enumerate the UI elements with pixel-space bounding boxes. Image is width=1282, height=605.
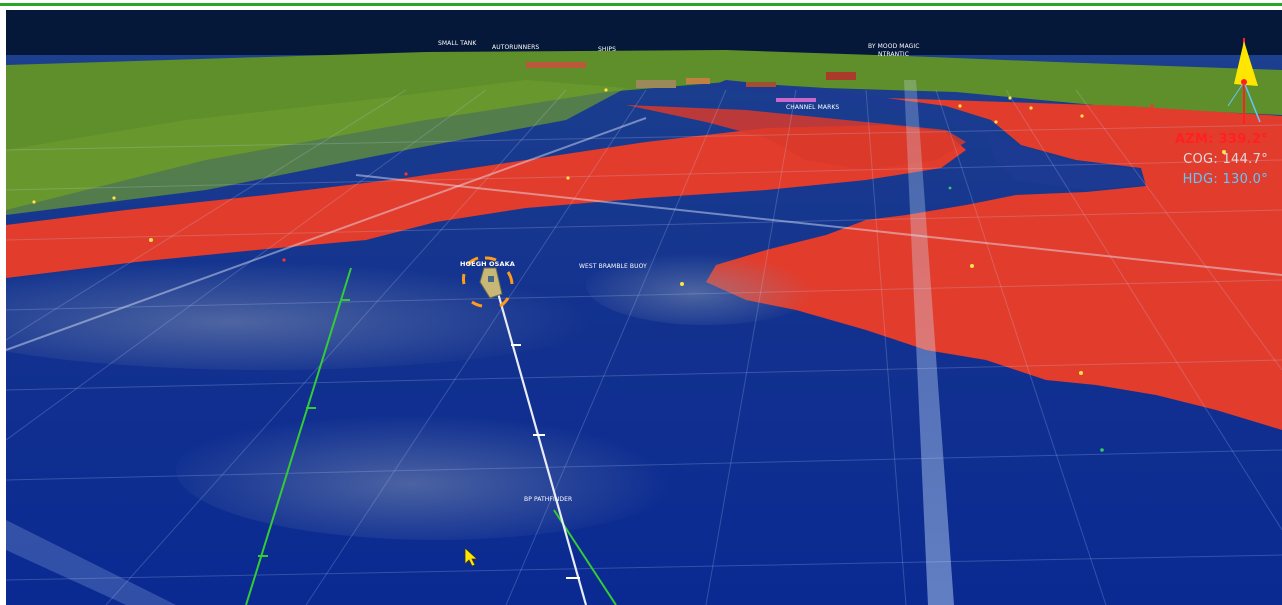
- beam-corner: [6, 520, 176, 605]
- fog-3: [586, 245, 826, 325]
- far-label-d: BY MOOD MAGIC: [868, 43, 920, 50]
- vessel-name-label: HOEGH OSAKA: [460, 260, 515, 268]
- grid-major: [6, 117, 1282, 351]
- far-label-c: SHIPS: [598, 46, 617, 53]
- compass-icon[interactable]: [1224, 36, 1264, 126]
- land-shade: [6, 80, 626, 215]
- fog-1: [176, 400, 696, 540]
- shallow-strip: [626, 105, 966, 170]
- buoy-label-west-bramble: WEST BRAMBLE BUOY: [579, 263, 647, 270]
- top-border: [0, 0, 1282, 8]
- azimuth-readout: AZM: 339.2°: [1174, 132, 1268, 147]
- river-channel: [706, 80, 1146, 190]
- chart-3d-view[interactable]: HOEGH OSAKA WEST BRAMBLE BUOY BP PATHFIN…: [6, 10, 1282, 605]
- shallow-band-right: [706, 98, 1282, 430]
- far-label-b: AUTORUNNERS: [492, 44, 540, 51]
- far-label-e: NTRANTIC: [878, 51, 910, 58]
- grid: [6, 89, 1282, 605]
- distant-structures: [526, 62, 856, 102]
- cursor-icon: [464, 547, 478, 567]
- light-beam: [904, 80, 954, 605]
- vessel-icon[interactable]: [461, 256, 514, 308]
- course-ticks: [511, 344, 580, 579]
- shallow-band-left: [6, 125, 966, 278]
- green-ticks: [258, 299, 350, 557]
- heading-readout: HDG: 130.0°: [1182, 172, 1268, 187]
- far-label-f: CHANNEL MARKS: [786, 104, 840, 111]
- cog-readout: COG: 144.7°: [1183, 152, 1268, 167]
- pathfinder-label: BP PATHFINDER: [524, 496, 573, 503]
- scene-svg: [6, 10, 1282, 605]
- buoy-markers: [32, 88, 1226, 375]
- green-markers: [948, 186, 1104, 452]
- fog-2: [6, 250, 626, 370]
- land-mass: [6, 50, 1282, 210]
- top-green-line: [0, 3, 1282, 6]
- far-label-a: SMALL TANK: [438, 40, 477, 47]
- red-markers: [282, 104, 1154, 262]
